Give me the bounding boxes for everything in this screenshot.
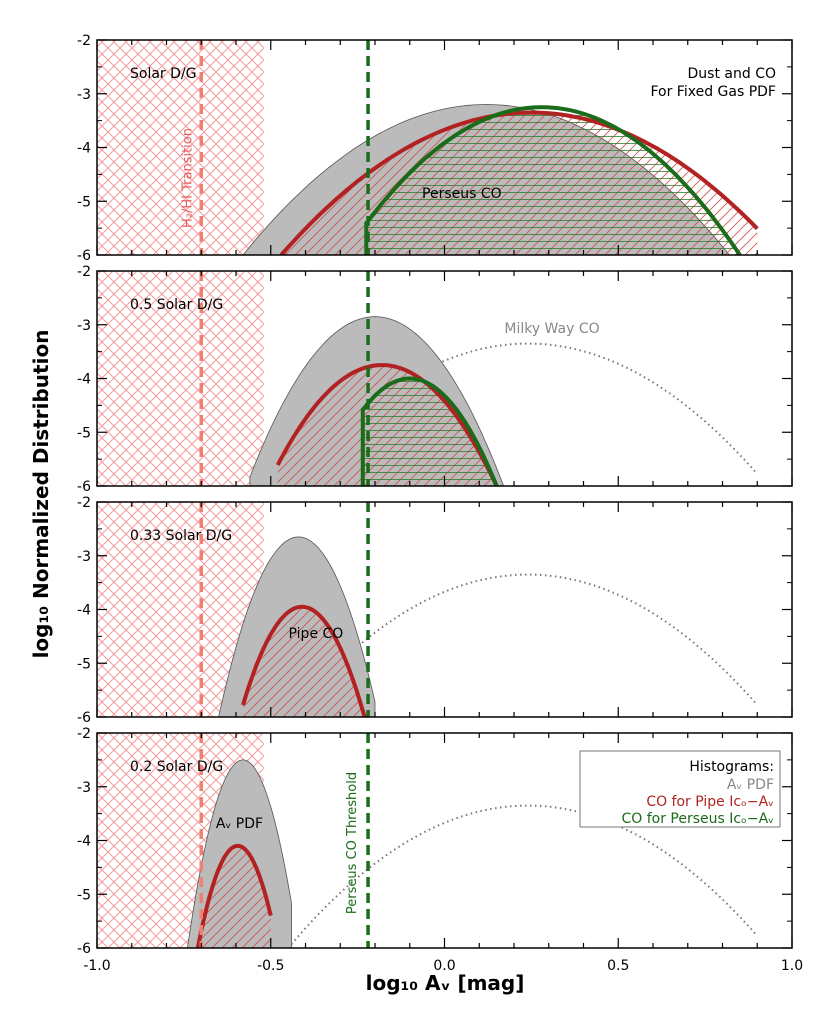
y-tick-label: -6 [77, 941, 91, 957]
legend-box [579, 750, 781, 828]
y-tick-label: -5 [77, 194, 91, 210]
perseus-co-fill [362, 378, 497, 486]
x-tick-label: 0.0 [433, 958, 455, 974]
y-tick-label: -5 [77, 425, 91, 441]
panel-4: -6 -5 -4 -3 -2 0.2 Solar D/G Aᵥ PDF Perseus CO … [77, 726, 803, 974]
perseus-co-line [360, 376, 499, 486]
pipe-co-label: Pipe CO [289, 626, 344, 642]
legend-entry-av-pdf: Aᵥ PDF [727, 777, 774, 793]
y-axis-label: log₁₀ Normalized Distribution [29, 330, 53, 659]
panel-plot-area [97, 271, 759, 486]
y-tick-label: -3 [77, 87, 91, 103]
perseus-co-line [364, 105, 742, 255]
pipe-co-line [195, 843, 273, 948]
perseus-co-label: Perseus CO [422, 186, 502, 202]
legend-entry-perseus-co: CO for Perseus Iᴄₒ−Aᵥ [621, 811, 774, 827]
y-tick-label: -6 [77, 710, 91, 726]
x-tick-label: -0.5 [257, 958, 284, 974]
milky-way-co-label: Milky Way CO [504, 321, 599, 337]
panels-group: -6 -5 -4 -3 -2 Solar D/G Dust and CO For Fixed … [77, 33, 803, 974]
x-tick-label: -1.0 [83, 958, 110, 974]
panel-3: -6 -5 -4 -3 -2 0.33 Solar D/G Pipe CO [77, 495, 793, 726]
av-pdf-label: Aᵥ PDF [216, 816, 263, 832]
y-tick-label: -4 [77, 603, 91, 619]
legend-entry-pipe-co: CO for Pipe Iᴄₒ−Aᵥ [646, 794, 774, 810]
pipe-co-line [279, 110, 759, 255]
y-tick-label: -2 [77, 495, 91, 511]
y-tick-label: -6 [77, 479, 91, 495]
x-axis-label: log₁₀ Aᵥ [mag] [366, 971, 525, 995]
panel-1: -6 -5 -4 -3 -2 Solar D/G Dust and CO For Fixed … [77, 33, 793, 264]
pipe-co-line [241, 604, 367, 717]
panel-plot-area [97, 502, 759, 717]
legend-title: Histograms: [689, 759, 774, 775]
legend: Histograms: Aᵥ PDF CO for Pipe Iᴄₒ−Aᵥ CO… [579, 750, 781, 828]
panel-plot-area [97, 733, 759, 948]
y-tick-label: -2 [77, 33, 91, 49]
panel-plot-area [97, 40, 759, 255]
h2-transition-label: H₂/HI Transition [180, 128, 195, 228]
panel-label: 0.2 Solar D/G [130, 759, 223, 775]
y-tick-label: -4 [77, 372, 91, 388]
y-tick-label: -5 [77, 656, 91, 672]
co-threshold-label: Perseus CO Threshold [345, 772, 360, 914]
pipe-co-fill [197, 845, 271, 948]
perseus-co-fill [366, 107, 740, 255]
annotation-line: For Fixed Gas PDF [650, 84, 776, 100]
panel-label: 0.5 Solar D/G [130, 297, 223, 313]
pipe-co-line [275, 363, 499, 486]
y-tick-label: -3 [77, 318, 91, 334]
y-tick-label: -4 [77, 834, 91, 850]
y-tick-label: -5 [77, 887, 91, 903]
y-tick-label: -2 [77, 726, 91, 742]
y-tick-label: -4 [77, 141, 91, 157]
y-tick-label: -6 [77, 248, 91, 264]
panel-label: Solar D/G [130, 66, 196, 82]
shaded-region [97, 271, 264, 486]
y-tick-label: -2 [77, 264, 91, 280]
x-tick-label: 1.0 [781, 958, 803, 974]
x-tick-label: 0.5 [607, 958, 629, 974]
pipe-co-fill [243, 606, 365, 717]
shaded-region [97, 40, 264, 255]
panel-2: -6 -5 -4 -3 -2 0.5 Solar D/G Milky Way CO [77, 264, 793, 495]
y-tick-label: -3 [77, 780, 91, 796]
annotation-line: Dust and CO [688, 66, 776, 82]
y-tick-label: -3 [77, 549, 91, 565]
panel-label: 0.33 Solar D/G [130, 528, 232, 544]
